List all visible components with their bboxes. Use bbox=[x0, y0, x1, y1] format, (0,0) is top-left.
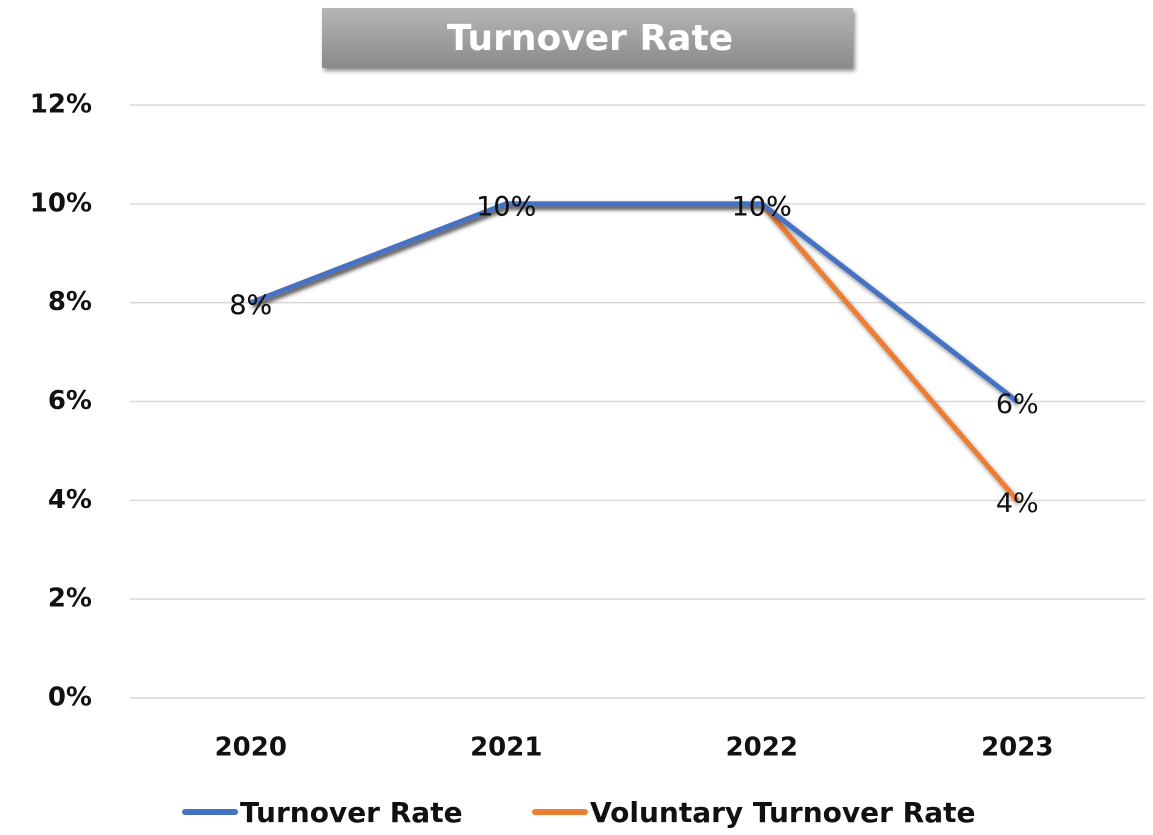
legend-label: Turnover Rate bbox=[240, 796, 463, 829]
series-line bbox=[249, 201, 1019, 404]
y-tick-label: 6% bbox=[48, 386, 92, 416]
data-label: 10% bbox=[476, 191, 536, 222]
data-label: 10% bbox=[476, 191, 536, 222]
chart-title: Turnover Rate bbox=[447, 18, 733, 59]
x-tick-label: 2020 bbox=[215, 733, 287, 763]
x-tick-label: 2023 bbox=[981, 733, 1053, 763]
data-label: 10% bbox=[732, 191, 792, 222]
x-tick-label: 2021 bbox=[470, 733, 542, 763]
y-tick-label: 12% bbox=[30, 90, 92, 120]
data-label: 4% bbox=[996, 488, 1039, 519]
data-label: 8% bbox=[229, 290, 272, 321]
series-line bbox=[249, 201, 1020, 502]
y-tick-label: 0% bbox=[48, 683, 92, 713]
data-label: 8% bbox=[229, 290, 272, 321]
data-label: 10% bbox=[732, 191, 792, 222]
title-box bbox=[322, 8, 853, 68]
y-tick-label: 10% bbox=[30, 188, 92, 218]
data-label: 6% bbox=[996, 389, 1039, 420]
x-tick-label: 2022 bbox=[726, 733, 798, 763]
y-tick-label: 4% bbox=[48, 485, 92, 515]
legend-label: Voluntary Turnover Rate bbox=[590, 796, 976, 829]
y-tick-label: 2% bbox=[48, 584, 92, 614]
y-tick-label: 8% bbox=[48, 287, 92, 317]
